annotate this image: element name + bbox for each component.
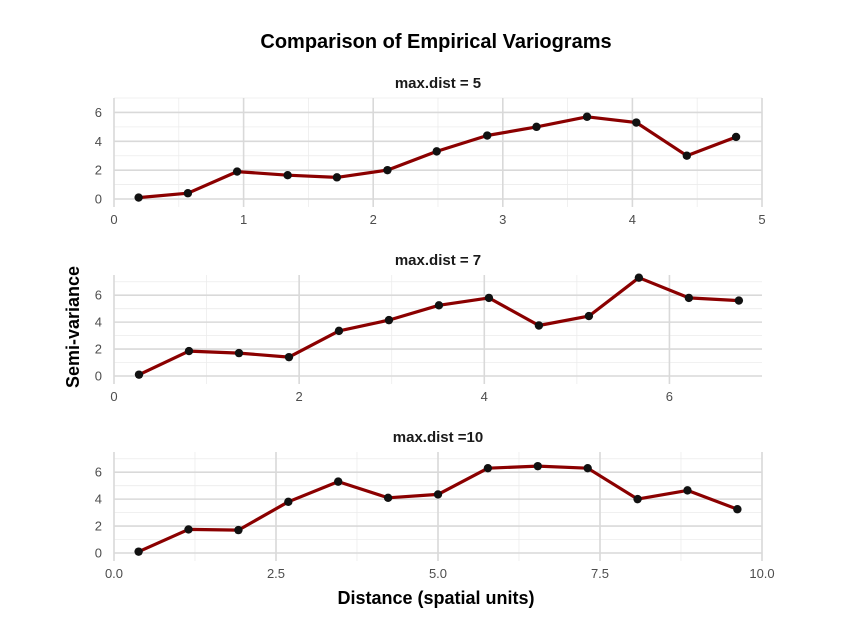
x-tick-label: 0 bbox=[110, 212, 117, 227]
x-tick-label: 3 bbox=[499, 212, 506, 227]
data-point bbox=[383, 493, 393, 502]
y-tick-label: 2 bbox=[95, 519, 102, 534]
x-tick-label: 5.0 bbox=[429, 566, 447, 581]
data-point bbox=[284, 352, 294, 362]
data-point bbox=[434, 301, 444, 310]
y-tick-label: 0 bbox=[95, 192, 102, 207]
data-point bbox=[134, 547, 143, 556]
data-point bbox=[731, 132, 741, 142]
x-tick-label: 0.0 bbox=[105, 566, 123, 581]
x-axis-label: Distance (spatial units) bbox=[337, 588, 534, 608]
x-tick-label: 2 bbox=[296, 389, 303, 404]
data-point bbox=[284, 497, 293, 507]
x-tick-label: 10.0 bbox=[749, 566, 774, 581]
panels-group: max.dist = 5 0 2 4 6 0 1 2 3 4 5 max.dist = 7 0 2 4 6 0 2… bbox=[95, 75, 775, 581]
y-tick-label: 0 bbox=[95, 369, 102, 384]
data-point bbox=[432, 147, 441, 156]
data-point bbox=[682, 151, 692, 160]
data-point bbox=[134, 370, 144, 379]
y-tick-label: 6 bbox=[95, 288, 102, 303]
x-tick-label: 2.5 bbox=[267, 566, 285, 581]
data-point bbox=[184, 346, 194, 356]
y-tick-label: 4 bbox=[95, 134, 102, 149]
data-point bbox=[683, 486, 692, 495]
y-tick-label: 0 bbox=[95, 546, 102, 561]
x-tick-label: 6 bbox=[666, 389, 673, 404]
data-point bbox=[183, 189, 193, 198]
y-tick-label: 4 bbox=[95, 492, 102, 507]
data-point bbox=[483, 131, 492, 140]
data-point bbox=[533, 461, 542, 471]
panel-2: max.dist = 7 0 2 4 6 0 2 4 6 bbox=[95, 252, 762, 404]
data-point bbox=[634, 273, 644, 282]
data-point bbox=[234, 348, 244, 358]
data-point bbox=[134, 193, 143, 202]
y-tick-label: 6 bbox=[95, 105, 102, 120]
panel-title: max.dist = 5 bbox=[395, 75, 481, 92]
x-tick-label: 7.5 bbox=[591, 566, 609, 581]
data-point bbox=[583, 463, 592, 473]
data-point bbox=[334, 477, 343, 486]
chart-title: Comparison of Empirical Variograms bbox=[260, 31, 611, 53]
data-point bbox=[733, 505, 742, 514]
data-point bbox=[532, 122, 541, 132]
panel-1: max.dist = 5 0 2 4 6 0 1 2 3 4 5 bbox=[95, 75, 766, 227]
data-point bbox=[383, 165, 392, 175]
x-tick-label: 1 bbox=[240, 212, 247, 227]
data-point bbox=[734, 296, 744, 305]
x-tick-label: 4 bbox=[481, 389, 488, 404]
series-line bbox=[138, 276, 739, 377]
data-point bbox=[332, 173, 342, 182]
panel-3: max.dist =10 0 2 4 6 0.0 2.5 5.0 7.5 10.0 bbox=[95, 429, 775, 581]
data-point bbox=[582, 112, 592, 121]
data-point bbox=[633, 494, 642, 504]
data-point bbox=[484, 293, 494, 303]
panel-title: max.dist = 7 bbox=[395, 252, 481, 269]
y-tick-label: 2 bbox=[95, 163, 102, 178]
y-axis-label: Semi-variance bbox=[63, 266, 83, 388]
data-point bbox=[234, 525, 243, 535]
data-point bbox=[534, 321, 544, 330]
data-point bbox=[384, 315, 394, 325]
series-line bbox=[138, 115, 737, 200]
y-tick-label: 4 bbox=[95, 315, 102, 330]
data-point bbox=[433, 490, 443, 499]
y-tick-label: 6 bbox=[95, 465, 102, 480]
data-point bbox=[632, 118, 641, 127]
data-point bbox=[584, 311, 594, 321]
y-tick-label: 2 bbox=[95, 342, 102, 357]
x-tick-label: 0 bbox=[110, 389, 117, 404]
x-tick-label: 5 bbox=[758, 212, 765, 227]
x-tick-label: 4 bbox=[629, 212, 636, 227]
data-point bbox=[334, 326, 344, 336]
panel-title: max.dist =10 bbox=[393, 429, 483, 446]
data-point bbox=[184, 525, 193, 534]
data-point bbox=[283, 170, 292, 180]
data-point bbox=[684, 293, 694, 303]
data-point bbox=[232, 167, 242, 176]
x-tick-label: 2 bbox=[370, 212, 377, 227]
data-point bbox=[483, 463, 493, 473]
